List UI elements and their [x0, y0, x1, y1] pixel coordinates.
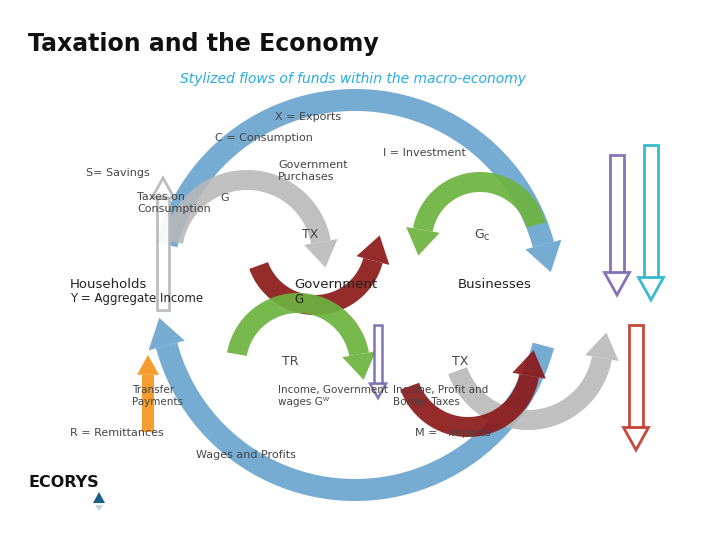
Polygon shape	[156, 89, 554, 247]
Text: X = Exports: X = Exports	[275, 112, 341, 122]
Text: TX: TX	[302, 228, 318, 241]
Text: Businesses: Businesses	[458, 278, 532, 291]
Polygon shape	[356, 235, 390, 265]
Text: R = Remittances: R = Remittances	[70, 428, 163, 438]
Text: I = Investment: I = Investment	[383, 148, 466, 158]
Polygon shape	[526, 240, 562, 272]
Polygon shape	[249, 258, 382, 315]
Polygon shape	[448, 356, 612, 430]
Text: Government: Government	[294, 278, 377, 291]
Polygon shape	[605, 273, 629, 295]
Text: c: c	[484, 232, 490, 242]
Text: Taxes on
Consumption: Taxes on Consumption	[137, 192, 211, 214]
Text: G: G	[294, 293, 303, 306]
Polygon shape	[157, 198, 169, 310]
Polygon shape	[639, 278, 664, 300]
Polygon shape	[152, 178, 174, 198]
Text: ECORYS: ECORYS	[28, 475, 99, 490]
Text: Income, Profit and
Border Taxes: Income, Profit and Border Taxes	[393, 385, 488, 407]
Text: G: G	[220, 193, 229, 203]
Polygon shape	[137, 355, 159, 375]
Polygon shape	[406, 227, 440, 255]
Text: TX: TX	[452, 355, 468, 368]
Polygon shape	[644, 145, 658, 278]
Polygon shape	[163, 170, 330, 244]
Polygon shape	[93, 492, 105, 503]
Polygon shape	[304, 239, 338, 268]
Polygon shape	[629, 325, 643, 428]
Polygon shape	[413, 172, 546, 232]
Polygon shape	[370, 383, 386, 398]
Text: Wages and Profits: Wages and Profits	[196, 450, 296, 460]
Text: Y = Aggregate Income: Y = Aggregate Income	[70, 292, 203, 305]
Polygon shape	[374, 325, 382, 383]
Polygon shape	[227, 293, 369, 356]
Text: Taxation and the Economy: Taxation and the Economy	[28, 32, 379, 56]
Polygon shape	[400, 374, 539, 437]
Polygon shape	[156, 342, 554, 501]
Text: C = Consumption: C = Consumption	[215, 133, 313, 143]
Text: G: G	[474, 228, 484, 241]
Text: Stylized flows of funds within the macro-economy: Stylized flows of funds within the macro…	[180, 72, 526, 86]
Text: M =   Imports: M = Imports	[415, 428, 490, 438]
Polygon shape	[513, 350, 546, 379]
Polygon shape	[342, 352, 376, 380]
Polygon shape	[95, 505, 103, 511]
Text: Government
Purchases: Government Purchases	[278, 160, 348, 183]
Text: Transfer
Payments: Transfer Payments	[132, 385, 183, 407]
Text: S= Savings: S= Savings	[86, 168, 150, 178]
Polygon shape	[148, 318, 185, 350]
Text: Income, Government
wages Gᵂ: Income, Government wages Gᵂ	[278, 385, 388, 407]
Polygon shape	[142, 375, 154, 432]
Text: TR: TR	[282, 355, 298, 368]
Polygon shape	[585, 333, 618, 361]
Polygon shape	[624, 428, 649, 450]
Polygon shape	[610, 155, 624, 273]
Text: Households: Households	[70, 278, 148, 291]
